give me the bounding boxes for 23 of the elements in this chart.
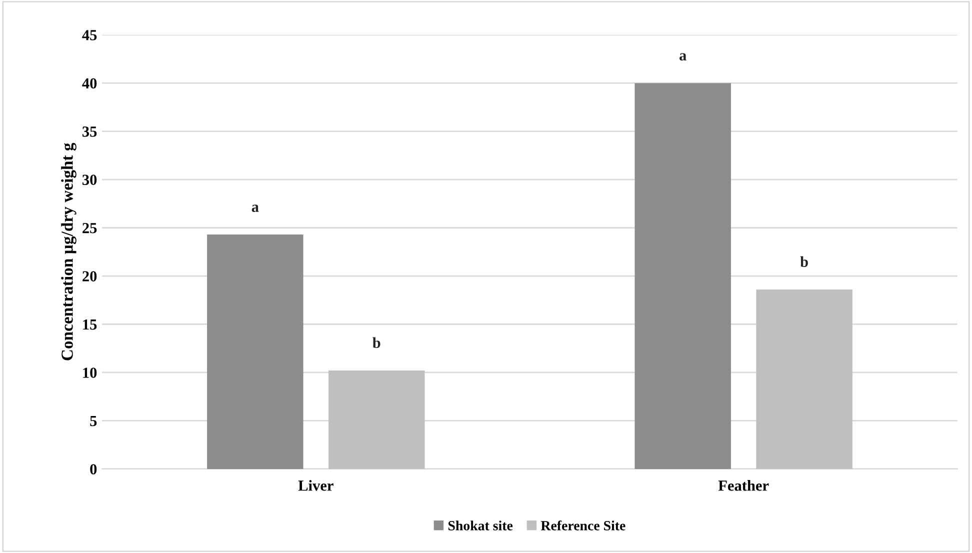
y-tick-label: 30 <box>82 174 97 185</box>
y-tick-label: 40 <box>82 78 97 89</box>
y-axis-title: Concentration µg/dry weight g <box>61 142 76 360</box>
y-tick-label: 0 <box>90 464 97 474</box>
bar <box>207 234 304 469</box>
legend-label: Reference Site <box>540 520 626 530</box>
data-label: a <box>252 204 259 212</box>
x-tick-label: Feather <box>718 480 769 491</box>
y-tick-label: 20 <box>82 271 97 282</box>
y-tick-label: 15 <box>83 319 97 330</box>
y-tick-label: 45 <box>82 30 97 40</box>
data-label: b <box>800 256 808 267</box>
y-tick-label: 35 <box>82 126 97 137</box>
y-tick-label: 10 <box>83 368 97 378</box>
bar <box>634 83 731 469</box>
bar <box>328 370 425 469</box>
data-label: b <box>372 337 380 348</box>
y-tick-label: 5 <box>90 416 97 426</box>
x-tick-label: Liver <box>298 480 334 491</box>
legend-label: Shokat site <box>448 520 513 530</box>
y-tick-label: 25 <box>82 222 97 234</box>
data-label: a <box>680 53 686 61</box>
bar <box>756 290 852 469</box>
